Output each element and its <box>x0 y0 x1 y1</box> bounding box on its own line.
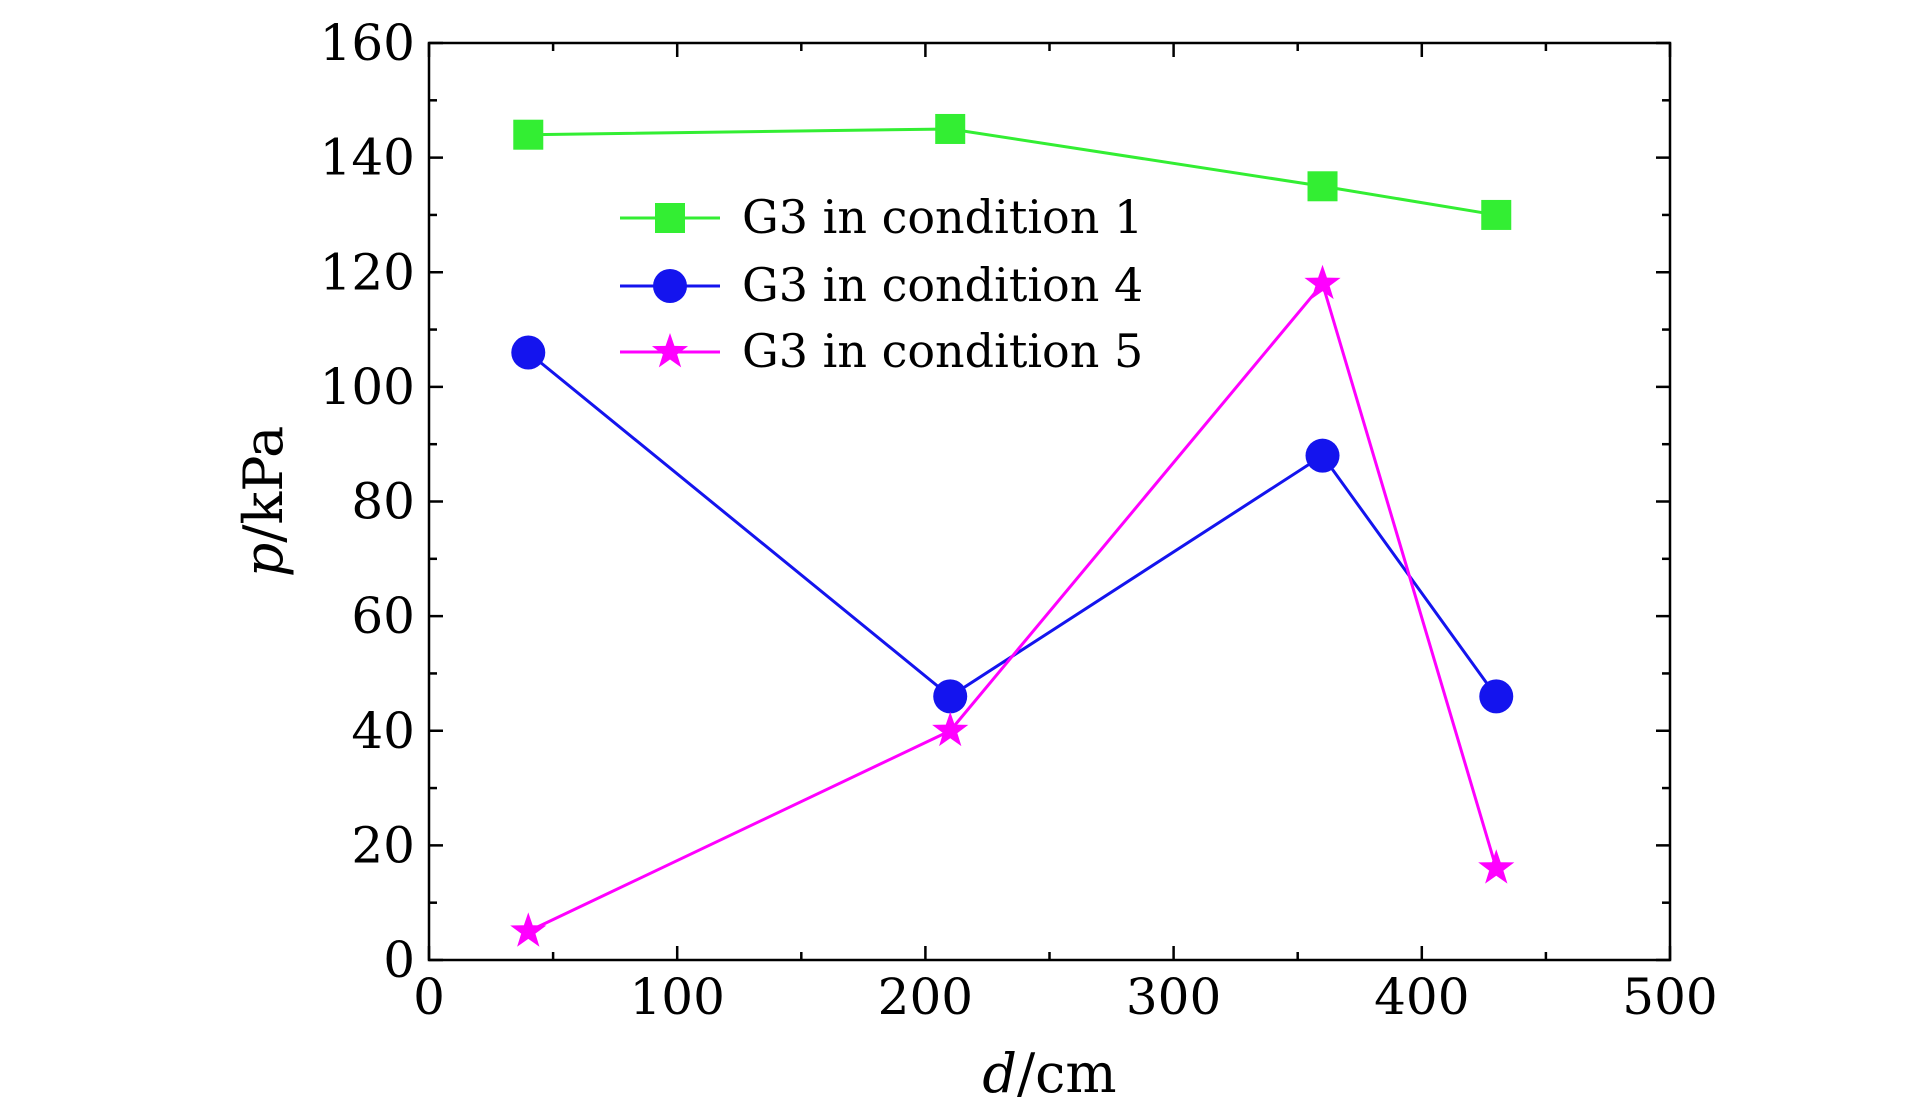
legend-label: G3 in condition 1 <box>742 190 1143 244</box>
series-1 <box>513 113 1512 230</box>
y-tick-label: 20 <box>351 816 415 874</box>
series-3-point <box>932 711 969 747</box>
x-axis-unit: /cm <box>1017 1042 1117 1105</box>
x-tick-label: 0 <box>413 968 445 1026</box>
legend-entry-2: G3 in condition 4 <box>620 258 1143 312</box>
y-tick-label: 0 <box>383 931 415 989</box>
y-axis-title: p/kPa <box>232 426 295 578</box>
legend-marker <box>651 333 689 368</box>
axes: 0 100 200 300 400 500 0 20 40 60 80 100 120 140 160 <box>320 14 1718 1026</box>
y-tick-label: 120 <box>320 243 415 301</box>
series-1-point <box>513 119 544 150</box>
y-tick-label: 80 <box>351 473 415 531</box>
series-3-point <box>1478 849 1515 884</box>
series-1-line <box>528 127 1497 217</box>
series-1-point <box>1481 199 1512 230</box>
series-2-point <box>1479 679 1514 714</box>
series-3-point <box>1304 264 1341 300</box>
series-2-point <box>933 679 968 714</box>
series-2-point <box>1305 438 1340 473</box>
y-tick-label: 60 <box>351 587 415 645</box>
data-series <box>510 113 1515 947</box>
x-tick-label: 200 <box>878 968 973 1026</box>
y-tick-label: 40 <box>351 702 415 760</box>
y-tick-label: 100 <box>320 358 415 416</box>
x-axis-title: d/cm <box>982 1042 1116 1105</box>
legend-label: G3 in condition 5 <box>742 324 1143 378</box>
y-tick-label: 140 <box>320 129 415 187</box>
series-3-line <box>527 280 1498 933</box>
series-2-point <box>511 335 546 370</box>
legend-entry-1: G3 in condition 1 <box>620 190 1143 244</box>
series-2-line <box>527 351 1498 699</box>
series-3-point <box>510 912 547 947</box>
y-axis-variable: p <box>232 543 295 578</box>
y-tick-label: 160 <box>320 14 415 72</box>
legend-label: G3 in condition 4 <box>742 258 1143 312</box>
x-tick-label: 100 <box>629 968 724 1026</box>
legend-marker <box>655 203 685 233</box>
series-1-point <box>1307 171 1338 202</box>
x-tick-label: 300 <box>1126 968 1221 1026</box>
legend: G3 in condition 1 G3 in condition 4 G3 in … <box>620 190 1143 378</box>
legend-marker <box>653 269 687 303</box>
legend-entry-3: G3 in condition 5 <box>620 324 1143 378</box>
x-axis-variable: d <box>982 1042 1017 1105</box>
x-tick-label: 500 <box>1622 968 1717 1026</box>
y-axis-unit: /kPa <box>232 426 295 543</box>
series-3 <box>510 264 1515 947</box>
x-tick-label: 400 <box>1374 968 1469 1026</box>
series-1-point <box>935 113 966 144</box>
